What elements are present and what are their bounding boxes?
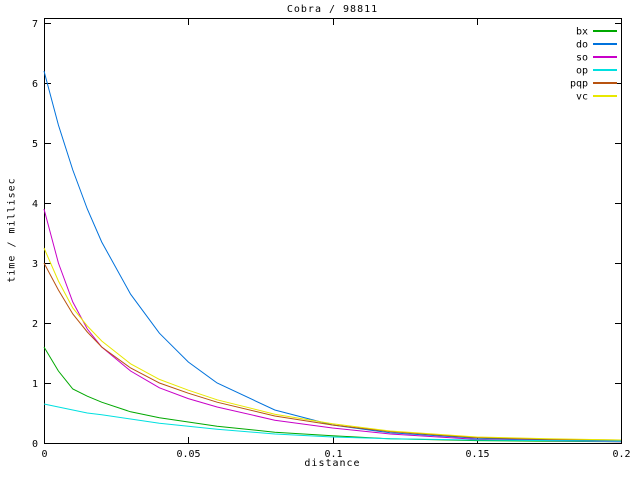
x-tick-label: 0.15 xyxy=(465,449,489,460)
y-tick-label: 1 xyxy=(32,379,38,390)
series-line-vc xyxy=(43,247,622,441)
legend-label-vc: vc xyxy=(576,92,588,103)
y-tick-label: 4 xyxy=(32,199,38,210)
legend-label-op: op xyxy=(576,66,588,77)
series-line-do xyxy=(43,70,622,442)
series-line-pqp xyxy=(43,262,622,441)
plot-border xyxy=(44,18,622,444)
chart-title: Cobra / 98811 xyxy=(286,4,379,15)
legend-label-do: do xyxy=(576,40,588,51)
y-axis-label: time / millisec xyxy=(6,177,18,283)
legend-label-pqp: pqp xyxy=(570,79,588,90)
series-line-op xyxy=(43,403,622,442)
y-tick-label: 5 xyxy=(32,139,38,150)
x-tick-label: 0.1 xyxy=(324,449,342,460)
y-tick-label: 7 xyxy=(32,19,38,30)
x-tick-label: 0.2 xyxy=(612,449,630,460)
y-tick-label: 2 xyxy=(32,319,38,330)
legend-label-bx: bx xyxy=(576,27,588,38)
x-axis-label: distance xyxy=(304,458,361,469)
x-tick-label: 0 xyxy=(41,449,47,460)
y-tick-label: 3 xyxy=(32,259,38,270)
y-tick-label: 0 xyxy=(32,439,38,450)
y-tick-label: 6 xyxy=(32,79,38,90)
legend-label-so: so xyxy=(576,53,588,64)
x-tick-label: 0.05 xyxy=(176,449,200,460)
series-line-so xyxy=(43,208,622,443)
